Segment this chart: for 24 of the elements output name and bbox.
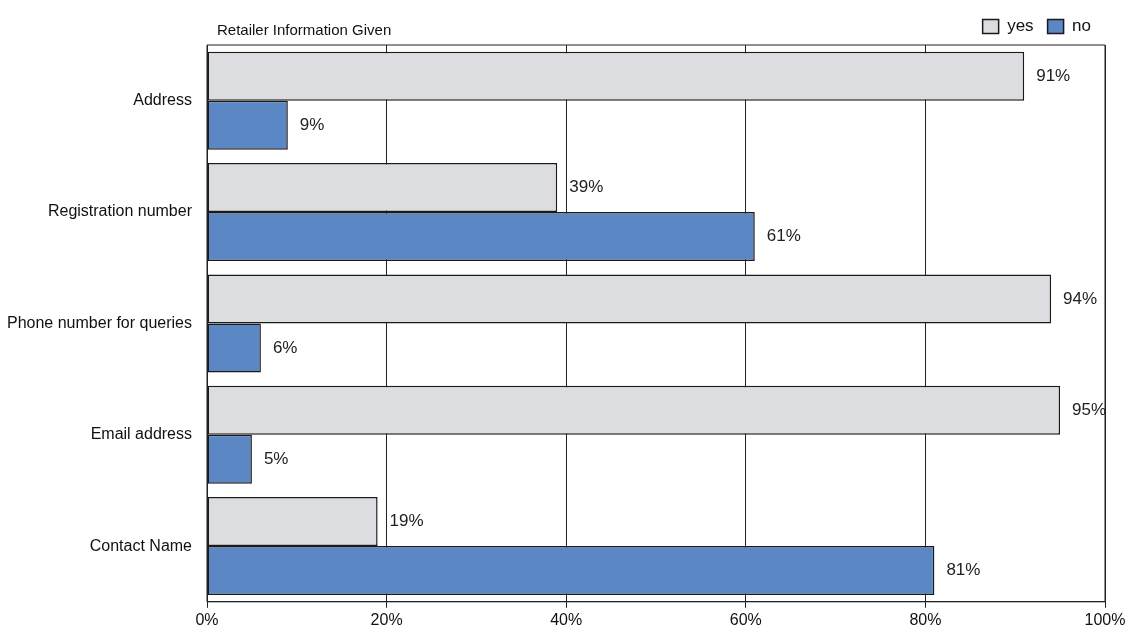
legend-label: no <box>1072 16 1092 36</box>
y-tick-label: Email address <box>90 425 192 443</box>
y-tick-label: Phone number for queries <box>7 313 192 331</box>
x-tick-label: 80% <box>909 610 942 628</box>
x-tick-label: 40% <box>550 610 583 628</box>
y-tick-label: Address <box>133 91 192 109</box>
data-label: 81% <box>946 560 981 580</box>
data-label: 5% <box>263 448 289 468</box>
x-tick-label: 0% <box>195 610 219 628</box>
y-tick-label: Registration number <box>47 202 193 220</box>
data-label: 19% <box>389 511 424 531</box>
legend-label: yes <box>1007 16 1034 36</box>
x-tick-label: 100% <box>1084 610 1126 628</box>
chart-title: Retailer Information Given <box>217 21 392 39</box>
x-tick-label: 60% <box>729 610 762 628</box>
data-label: 6% <box>272 337 298 357</box>
y-tick-label: Contact Name <box>89 536 193 554</box>
data-label: 94% <box>1063 288 1098 308</box>
data-label: 39% <box>569 177 604 197</box>
data-label: 61% <box>766 226 801 246</box>
data-label: 95% <box>1072 399 1107 419</box>
data-label: 9% <box>299 114 325 134</box>
data-label: 91% <box>1036 65 1071 85</box>
x-tick-label: 20% <box>370 610 403 628</box>
